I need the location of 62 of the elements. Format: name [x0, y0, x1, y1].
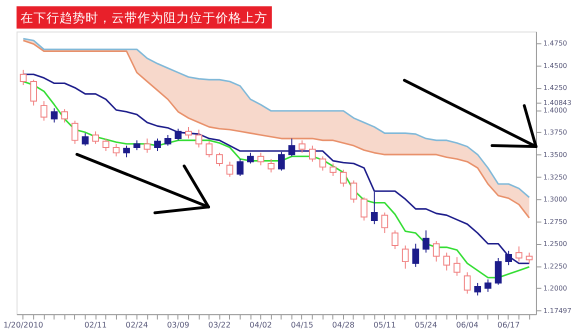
candlestick: [402, 245, 409, 270]
candlestick: [174, 128, 182, 141]
candlestick: [257, 152, 264, 166]
candlestick: [516, 246, 522, 262]
x-tick-label: 06/04: [456, 320, 479, 330]
candlestick: [92, 130, 99, 144]
candlestick: [40, 100, 48, 122]
x-tick-label: 06/17: [497, 320, 520, 330]
candlestick: [268, 158, 275, 173]
candlestick: [330, 163, 336, 176]
candlestick: [443, 252, 450, 271]
candlestick: [50, 108, 58, 123]
candlestick: [206, 140, 213, 158]
candlestick: [340, 169, 347, 188]
candlestick: [484, 278, 492, 292]
candlestick: [392, 230, 398, 250]
candlestick: [298, 140, 306, 154]
x-tick-label: 03/09: [166, 320, 190, 330]
candlestick: [226, 161, 234, 178]
candlestick: [454, 256, 460, 276]
x-tick-label: 02/24: [126, 320, 148, 330]
candlestick: [464, 272, 471, 294]
candlestick: [494, 258, 502, 286]
candlestick: [278, 151, 285, 172]
x-tick-label: 04/15: [290, 320, 314, 330]
x-tick-label: 05/24: [414, 320, 438, 330]
candlestick: [71, 120, 78, 144]
candlestick: [381, 212, 388, 234]
candlestick: [185, 126, 192, 140]
candlestick: [61, 108, 68, 123]
candlestick: [526, 252, 533, 264]
candlestick: [102, 138, 110, 152]
candlestick: [412, 243, 420, 268]
candlestick: [133, 140, 140, 151]
candlestick: [247, 152, 254, 164]
x-tick-label: 02/11: [84, 320, 107, 330]
candlestick: [216, 152, 223, 167]
candlestick: [123, 145, 130, 158]
x-tick-label: 04/28: [332, 320, 355, 330]
candlestick: [474, 282, 482, 296]
candlestick: [308, 145, 316, 162]
x-tick-label: 1/20/2010: [3, 320, 44, 330]
candlestick: [20, 69, 27, 86]
x-tick-label: 03/22: [208, 320, 231, 330]
candlestick: [30, 79, 38, 106]
x-tick-label: 05/11: [373, 320, 396, 330]
candlestick: [236, 158, 244, 176]
candlestick: [432, 240, 440, 262]
candlestick: [288, 138, 296, 157]
candlestick: [144, 138, 151, 154]
candlestick: [350, 180, 358, 204]
candlestick: [422, 230, 430, 254]
x-tick-label: 04/02: [250, 320, 272, 330]
candlestick: [319, 156, 326, 172]
candlestick: [195, 129, 202, 148]
candlestick: [370, 192, 378, 225]
chart-title: 在下行趋势时，云带作为阻力位于价格上方: [20, 10, 268, 25]
candlestick: [154, 138, 161, 152]
candlestick: [82, 132, 89, 146]
candlestick: [112, 143, 120, 157]
candlestick: [164, 134, 172, 146]
candlestick: [360, 196, 368, 222]
